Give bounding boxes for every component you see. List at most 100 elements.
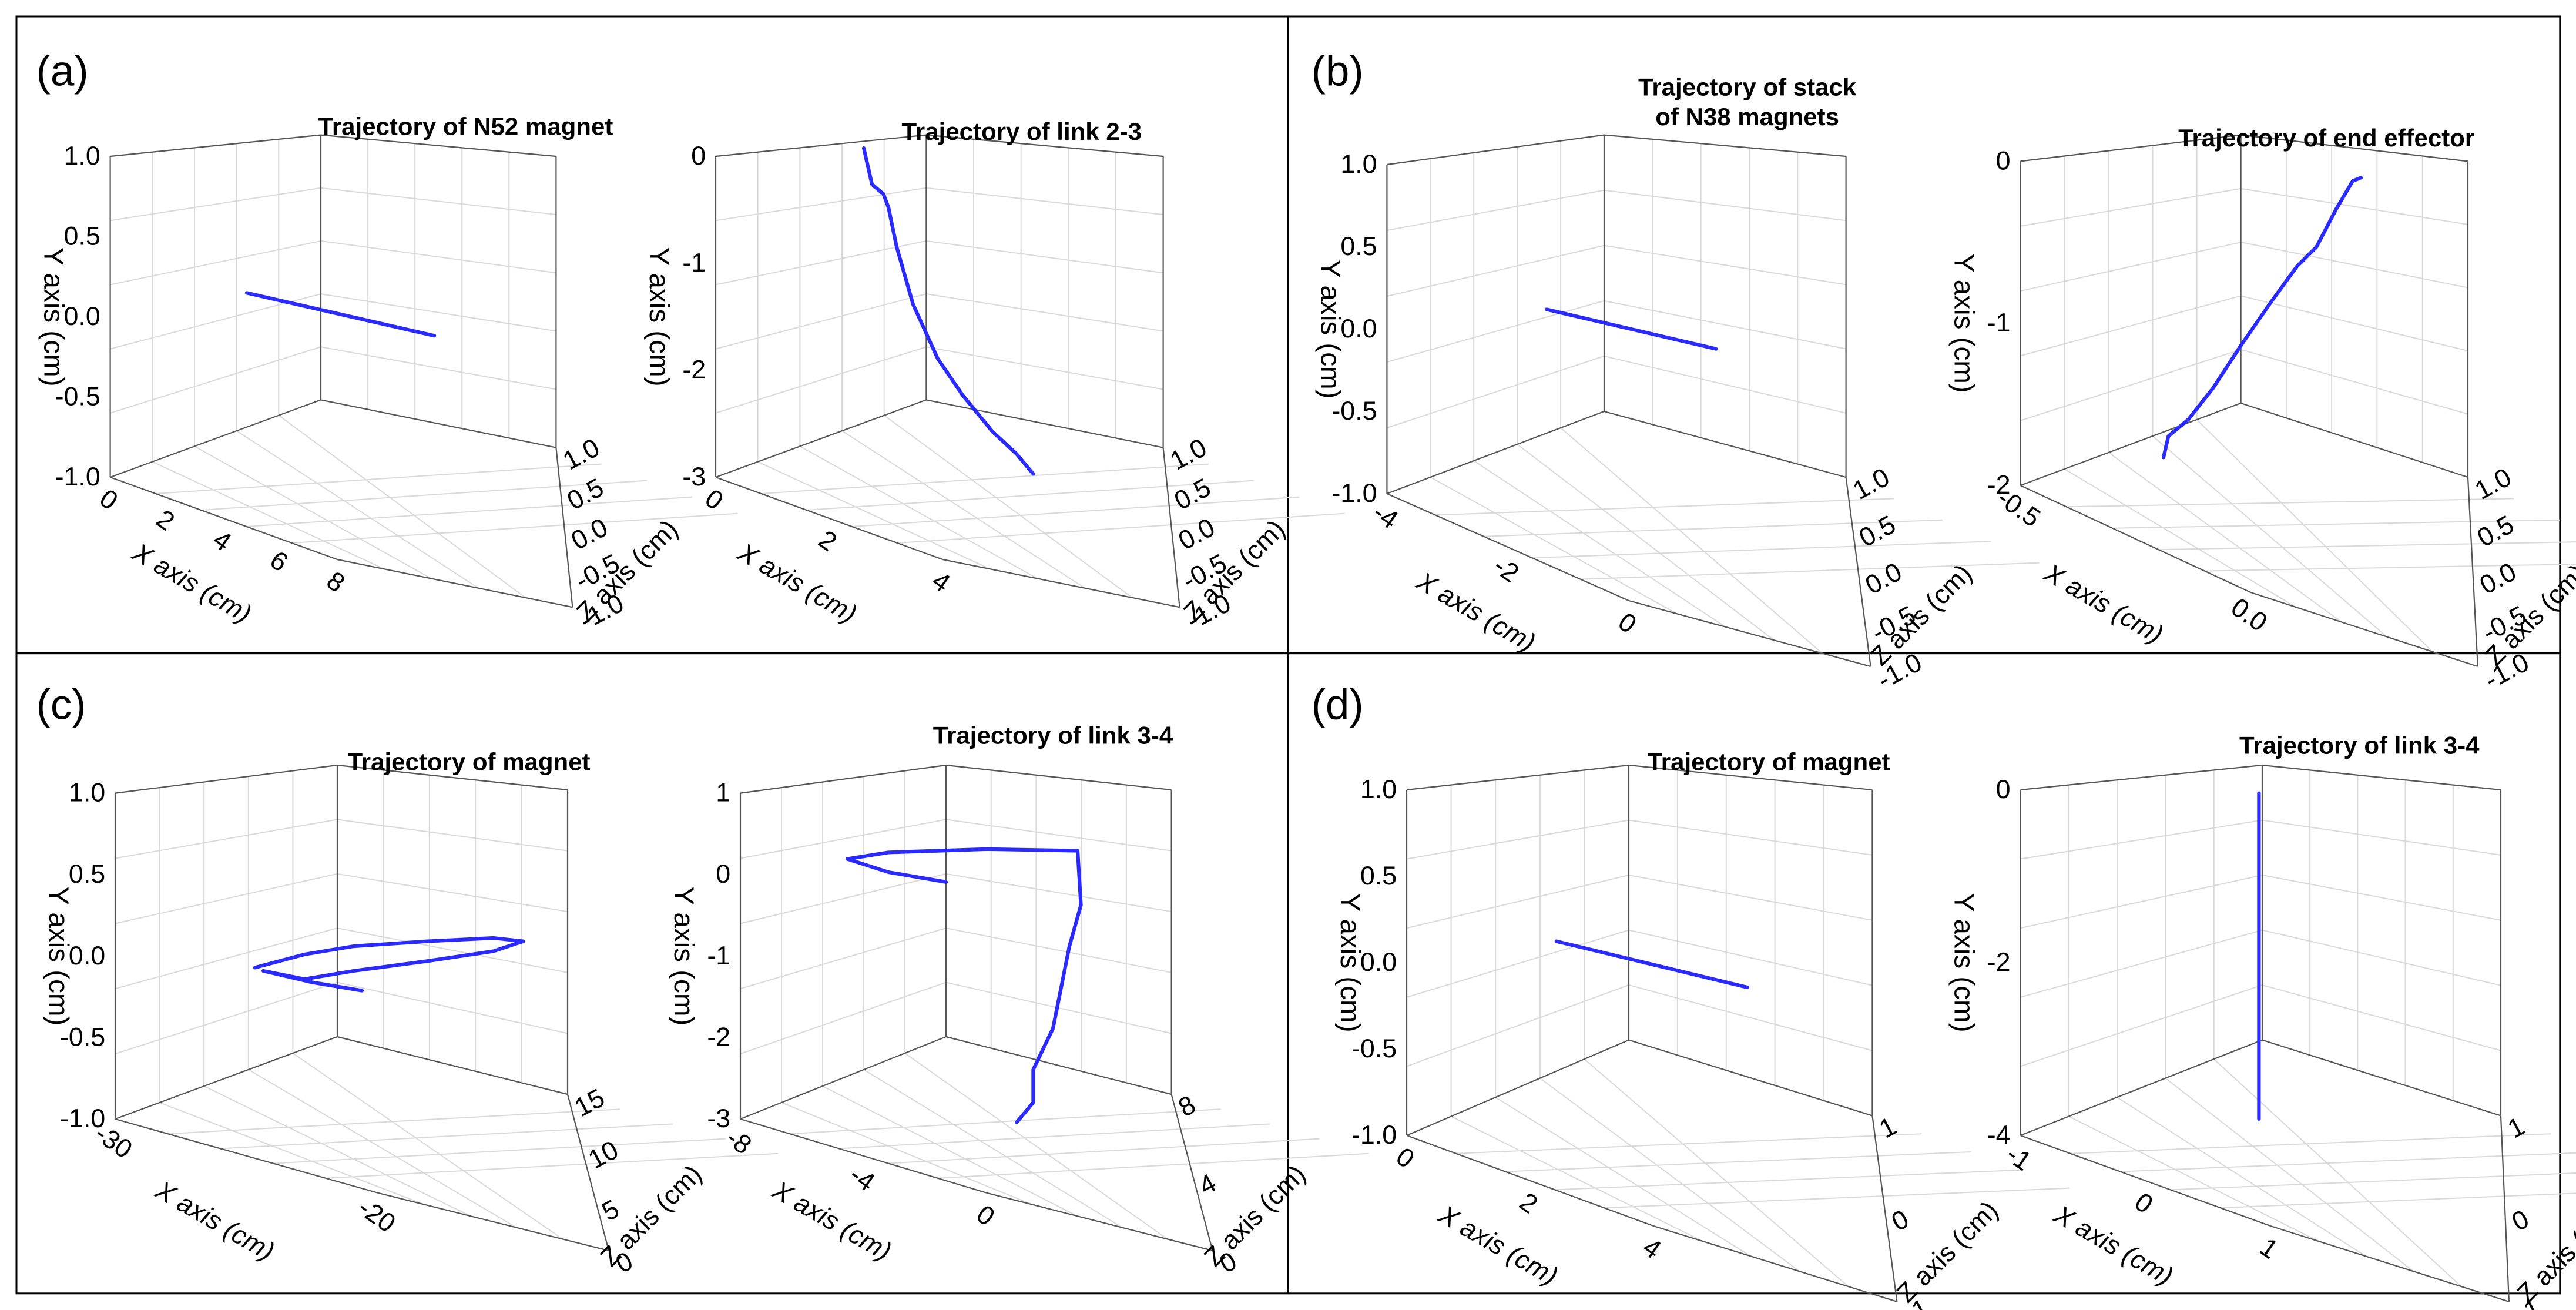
y-tick-label: 0.5: [1360, 861, 1397, 890]
trajectory-line: [845, 847, 1083, 1124]
grid-line: [884, 414, 1133, 598]
grid-line: [278, 414, 526, 598]
grid-line: [2165, 1077, 2414, 1272]
grid-line: [2020, 349, 2241, 421]
panel-letter: (d): [1312, 681, 1364, 729]
grid-line: [841, 430, 1085, 589]
y-axis-label: Y axis (cm): [43, 886, 74, 1026]
axis-edge: [320, 134, 556, 158]
grid-line: [1584, 1058, 1849, 1287]
axis-edge: [2020, 1134, 2271, 1227]
y-axis-label: Y axis (cm): [38, 247, 69, 386]
axis-edge: [110, 399, 321, 478]
grid-line: [115, 927, 338, 990]
axis-edge: [115, 764, 338, 794]
grid-line: [888, 1138, 1320, 1164]
axis-edge: [2262, 764, 2501, 791]
grid-line: [2066, 498, 2514, 508]
grid-line: [2240, 295, 2468, 351]
grid-line: [220, 1123, 673, 1150]
plot-title: Trajectory of link 3-4: [2239, 731, 2480, 759]
grid-line: [2213, 1058, 2462, 1287]
grid-line: [926, 187, 1163, 216]
grid-line: [2020, 242, 2241, 292]
grid-line: [320, 187, 556, 216]
grid-line: [2064, 468, 2297, 608]
grid-line: [320, 240, 556, 274]
grid-line: [337, 927, 568, 973]
grid-line: [2220, 1192, 2576, 1209]
grid-line: [715, 187, 927, 222]
grid-line: [1387, 355, 1605, 428]
grid-line: [1451, 1115, 1703, 1242]
y-tick-label: -2: [707, 1022, 730, 1051]
grid-line: [236, 430, 479, 589]
y-tick-label: 0: [691, 141, 706, 170]
axis-edge: [1406, 1039, 1629, 1137]
panel-letter: (a): [36, 48, 89, 95]
axis-edge: [1406, 1134, 1654, 1227]
grid-line: [2020, 875, 2263, 929]
axis-edge: [2020, 134, 2241, 162]
grid-line: [2262, 875, 2501, 921]
grid-line: [1406, 929, 1629, 998]
y-tick-label: 1.0: [69, 778, 105, 808]
axis-edge: [1406, 764, 1629, 791]
axis-edge: [2020, 402, 2241, 487]
grid-line: [155, 463, 602, 494]
grid-line: [926, 240, 1163, 274]
grid-line: [167, 1108, 620, 1135]
axis-edge: [2020, 485, 2251, 593]
grid-line: [2196, 419, 2433, 652]
axis-edge: [1845, 477, 1871, 667]
grid-line: [320, 293, 556, 332]
plot-title: Trajectory of link 2-3: [902, 118, 1142, 145]
grid-line: [2020, 295, 2241, 357]
axis-edge: [715, 399, 927, 478]
y-tick-label: 0.0: [1360, 947, 1397, 977]
y-tick-label: -1: [1987, 308, 2011, 337]
trajectory-line: [1544, 307, 1718, 351]
grid-line: [945, 873, 1172, 913]
grid-line: [2262, 819, 2501, 856]
y-tick-label: -0.5: [60, 1022, 105, 1051]
axis-edge: [945, 1036, 1172, 1095]
grid-line: [822, 1085, 1078, 1217]
grid-line: [1604, 355, 1846, 414]
grid-line: [740, 819, 947, 859]
axis-edge: [110, 476, 338, 561]
grid-line: [2152, 435, 2387, 638]
axis-edge: [2240, 402, 2468, 478]
axis-edge: [926, 134, 1163, 158]
grid-line: [2020, 929, 2263, 998]
grid-line: [115, 981, 338, 1055]
y-tick-label: -3: [682, 462, 706, 491]
grid-line: [740, 873, 947, 924]
grid-line: [1628, 875, 1873, 921]
grid-line: [152, 461, 385, 570]
grid-line: [248, 1069, 517, 1228]
y-tick-label: 0.0: [1340, 314, 1377, 343]
grid-line: [1604, 244, 1846, 286]
axis-edge: [337, 558, 573, 608]
plot-title: Trajectory of end effector: [2178, 124, 2474, 152]
grid-line: [2158, 541, 2576, 551]
grid-line: [715, 346, 927, 414]
grid-line: [110, 240, 321, 286]
y-tick-label: 1: [716, 778, 730, 808]
y-tick-label: 0: [1996, 775, 2011, 804]
grid-line: [1430, 477, 1678, 615]
grid-line: [2240, 349, 2468, 415]
y-tick-label: -1.0: [1331, 478, 1377, 508]
axis-edge: [2467, 477, 2478, 667]
axis-edge: [1386, 492, 1629, 602]
axis-edge: [2240, 134, 2468, 162]
axis-edge: [1628, 1039, 1873, 1117]
axis-edge: [740, 1118, 988, 1194]
axis-edge: [1387, 134, 1605, 166]
trajectory-line: [1554, 939, 1749, 990]
grid-line: [292, 1053, 564, 1240]
grid-line: [2262, 929, 2501, 986]
grid-line: [1628, 819, 1873, 856]
grid-line: [1387, 189, 1605, 231]
